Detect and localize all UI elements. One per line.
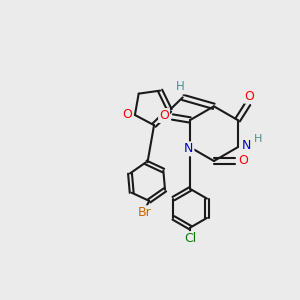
Text: N: N [184,142,194,155]
Text: H: H [176,80,185,94]
Text: Cl: Cl [184,232,196,245]
Text: H: H [254,134,262,144]
Text: N: N [242,139,251,152]
Text: O: O [123,109,132,122]
Text: O: O [159,109,169,122]
Text: O: O [244,90,254,103]
Text: O: O [238,154,248,167]
Text: Br: Br [138,206,152,219]
